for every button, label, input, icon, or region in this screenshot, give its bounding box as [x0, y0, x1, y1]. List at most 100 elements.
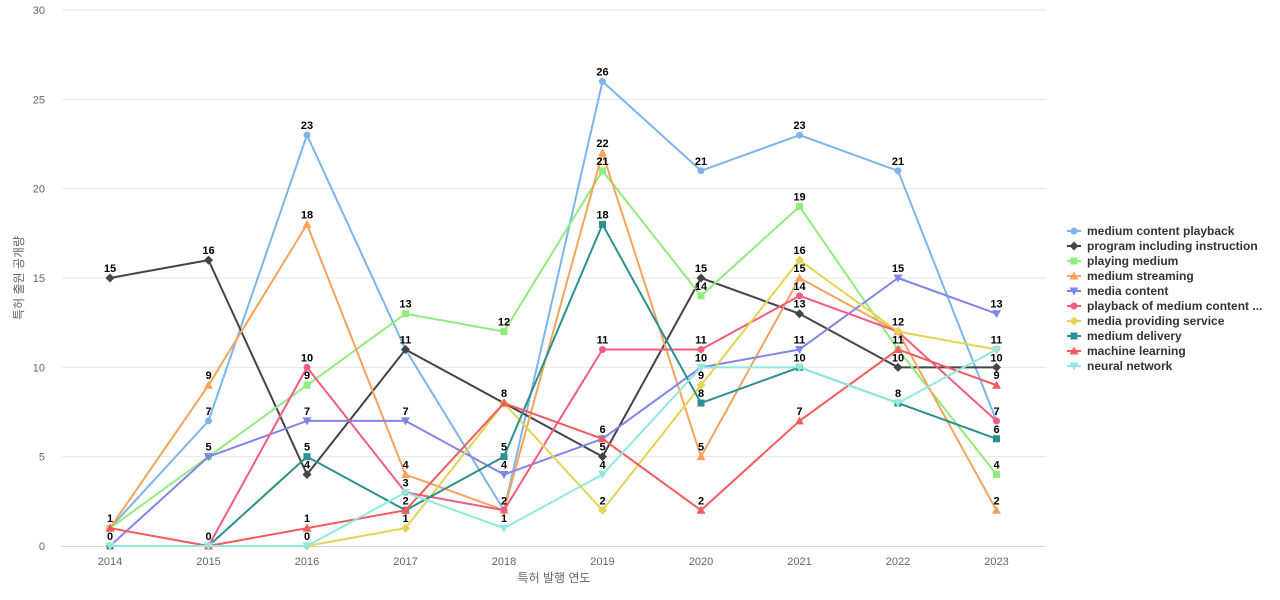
legend-item[interactable]: neural network — [1067, 359, 1173, 373]
legend-item[interactable]: program including instruction — [1067, 239, 1258, 253]
data-point — [401, 470, 410, 479]
legend-item[interactable]: medium streaming — [1067, 269, 1194, 283]
data-label: 15 — [892, 263, 904, 275]
legend-label: machine learning — [1087, 344, 1186, 358]
series-line — [110, 223, 997, 547]
data-point — [992, 310, 1001, 319]
data-label: 15 — [793, 263, 805, 275]
data-point — [696, 273, 706, 283]
legend-marker — [1069, 241, 1079, 251]
data-point — [499, 524, 509, 533]
data-point — [893, 362, 903, 372]
x-tick-label: 2022 — [886, 556, 910, 568]
data-label: 4 — [993, 460, 1000, 472]
legend-marker — [1069, 346, 1079, 355]
legend-marker — [1069, 316, 1079, 326]
y-axis-title: 특허 출원 공개량 — [12, 236, 26, 320]
data-label: 11 — [400, 334, 412, 346]
legend-marker — [1069, 362, 1079, 371]
data-point — [795, 309, 804, 319]
legend-marker — [1069, 287, 1079, 296]
data-point — [893, 274, 903, 283]
legend-item[interactable]: media providing service — [1067, 314, 1225, 328]
data-label: 2 — [599, 495, 605, 507]
y-tick-label: 15 — [33, 273, 45, 285]
data-label: 5 — [599, 442, 605, 454]
data-label: 1 — [107, 513, 113, 525]
legend-label: medium delivery — [1087, 329, 1182, 343]
data-label: 0 — [205, 531, 211, 543]
data-point — [205, 417, 212, 425]
data-label: 4 — [599, 460, 606, 472]
legend-label: medium streaming — [1087, 269, 1194, 283]
data-point — [598, 434, 607, 443]
data-label: 5 — [698, 442, 704, 454]
data-label: 11 — [695, 334, 707, 346]
data-point — [401, 523, 410, 533]
series-line — [110, 348, 997, 547]
data-point — [992, 380, 1001, 389]
data-point — [893, 344, 903, 353]
data-label: 5 — [205, 442, 211, 454]
data-label: 22 — [596, 138, 608, 150]
data-point — [402, 310, 409, 318]
data-label: 8 — [698, 388, 704, 400]
data-label: 10 — [793, 352, 805, 364]
data-point — [303, 453, 311, 461]
data-label: 11 — [794, 334, 806, 346]
legend-item[interactable]: media content — [1067, 284, 1168, 298]
data-label: 11 — [597, 334, 609, 346]
y-tick-label: 10 — [33, 362, 45, 374]
data-point — [697, 292, 705, 300]
data-label: 4 — [501, 460, 508, 472]
data-labels: 1510169750231810975410131174321128542126… — [104, 66, 1003, 543]
y-tick-label: 0 — [39, 541, 45, 553]
data-point — [302, 417, 312, 426]
data-label: 10 — [892, 352, 904, 364]
data-label: 1 — [402, 513, 408, 525]
data-point — [204, 255, 213, 265]
data-label: 11 — [892, 334, 904, 346]
data-label: 2 — [993, 495, 999, 507]
x-axis-title: 특허 발행 연도 — [518, 570, 591, 585]
legend-label: program including instruction — [1087, 239, 1258, 253]
data-point — [500, 506, 508, 514]
legend-item[interactable]: playing medium — [1067, 254, 1178, 268]
data-label: 7 — [993, 406, 999, 418]
x-tick-label: 2019 — [590, 556, 614, 568]
data-point — [599, 77, 606, 85]
legend-item[interactable]: medium content playback — [1067, 224, 1235, 238]
data-label: 15 — [104, 263, 116, 275]
data-point — [696, 452, 706, 461]
data-label: 15 — [695, 263, 707, 275]
data-point — [795, 255, 804, 265]
data-point — [599, 167, 606, 175]
series-5 — [105, 274, 1001, 551]
data-point — [696, 363, 706, 372]
data-point — [795, 363, 804, 372]
data-label: 26 — [596, 66, 608, 78]
data-point — [499, 398, 509, 407]
data-point — [795, 273, 804, 282]
data-point — [500, 453, 508, 461]
legend-marker — [1069, 271, 1079, 280]
data-label: 9 — [304, 370, 310, 382]
data-label: 1 — [304, 513, 310, 525]
legend-item[interactable]: machine learning — [1067, 344, 1186, 358]
data-label: 10 — [990, 352, 1002, 364]
data-point — [105, 542, 115, 551]
legend-item[interactable]: playback of medium content ... — [1067, 299, 1262, 313]
data-point — [598, 148, 607, 157]
legend-item[interactable]: medium delivery — [1067, 329, 1182, 343]
data-point — [302, 523, 312, 532]
data-point — [401, 344, 410, 354]
data-point — [992, 362, 1001, 372]
data-point — [599, 345, 606, 353]
legend-label: medium content playback — [1087, 224, 1235, 238]
data-label: 18 — [301, 209, 313, 221]
data-label: 1 — [501, 513, 507, 525]
y-tick-label: 20 — [33, 184, 45, 196]
data-label: 9 — [205, 370, 211, 382]
data-point — [697, 345, 705, 353]
